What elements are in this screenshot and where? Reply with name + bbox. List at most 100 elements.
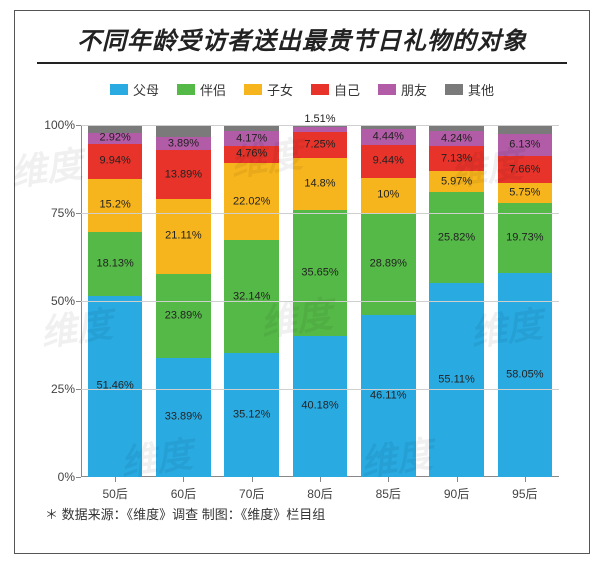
segment-friends: 4.44% (361, 129, 416, 145)
segment-label: 9.94% (88, 156, 143, 167)
legend-label-children: 子女 (267, 80, 293, 99)
segment-label: 14.8% (293, 179, 348, 190)
segment-label: 7.25% (293, 140, 348, 151)
gridline (81, 213, 559, 214)
segment-self: 7.66% (498, 156, 553, 183)
segment-children: 21.11% (156, 199, 211, 273)
y-tickmark (76, 301, 81, 302)
title-underline (37, 62, 567, 64)
x-tick-label: 95后 (491, 477, 559, 502)
y-tick-label: 50% (35, 294, 75, 308)
segment-label: 19.73% (498, 232, 553, 243)
legend-label-self: 自己 (334, 80, 360, 99)
y-tickmark (76, 477, 81, 478)
y-tick-label: 25% (35, 382, 75, 396)
segment-label: 5.75% (498, 188, 553, 199)
segment-parents: 58.05% (498, 273, 553, 477)
y-tick-label: 75% (35, 206, 75, 220)
chart-title: 不同年龄受访者送出最贵节日礼物的对象 (15, 21, 589, 56)
segment-label: 10% (361, 190, 416, 201)
segment-parents: 51.46% (88, 296, 143, 477)
segment-children: 22.02% (224, 163, 279, 241)
segment-other (156, 125, 211, 137)
legend-item-self: 自己 (311, 80, 360, 99)
segment-partner: 23.89% (156, 274, 211, 358)
gridline (81, 389, 559, 390)
segment-label: 6.13% (498, 140, 553, 151)
segment-label: 25.82% (429, 232, 484, 243)
segment-label: 9.44% (361, 156, 416, 167)
legend-item-other: 其他 (445, 80, 494, 99)
y-tickmark (76, 213, 81, 214)
legend-swatch-children (244, 84, 262, 95)
segment-parents: 33.89% (156, 358, 211, 477)
y-tick-label: 0% (35, 470, 75, 484)
segment-friends: 6.13% (498, 134, 553, 156)
segment-label: 13.89% (156, 169, 211, 180)
x-tick-label: 85后 (354, 477, 422, 502)
chart-frame: 不同年龄受访者送出最贵节日礼物的对象 父母 伴侣 子女 自己 朋友 其他 51.46% 18… (14, 10, 590, 554)
legend-swatch-friends (378, 84, 396, 95)
segment-label: 35.65% (293, 267, 348, 278)
segment-label: 51.46% (88, 381, 143, 392)
segment-partner: 25.82% (429, 192, 484, 283)
segment-parents: 35.12% (224, 353, 279, 477)
segment-parents: 46.11% (361, 315, 416, 477)
legend-label-parents: 父母 (133, 80, 159, 99)
segment-other (88, 125, 143, 133)
y-tickmark (76, 389, 81, 390)
segment-label: 7.66% (498, 164, 553, 175)
legend-swatch-self (311, 84, 329, 95)
legend-label-partner: 伴侣 (200, 80, 226, 99)
segment-label: 55.11% (429, 375, 484, 386)
legend: 父母 伴侣 子女 自己 朋友 其他 (15, 70, 589, 103)
segment-parents: 40.18% (293, 336, 348, 477)
segment-children: 5.75% (498, 183, 553, 203)
segment-self: 13.89% (156, 150, 211, 199)
segment-label: 46.11% (361, 390, 416, 401)
segment-partner: 18.13% (88, 232, 143, 296)
segment-children: 15.2% (88, 179, 143, 233)
legend-label-friends: 朋友 (401, 80, 427, 99)
segment-label: 23.89% (156, 310, 211, 321)
x-tick-label: 80后 (286, 477, 354, 502)
y-tick-label: 100% (35, 118, 75, 132)
x-tick-label: 70后 (218, 477, 286, 502)
segment-label: 40.18% (293, 401, 348, 412)
gridline (81, 301, 559, 302)
segment-children: 14.8% (293, 158, 348, 210)
segment-parents: 55.11% (429, 283, 484, 477)
x-tick-label: 50后 (81, 477, 149, 502)
segment-friends: 1.51% (293, 127, 348, 132)
segment-partner: 28.89% (361, 213, 416, 315)
segment-friends: 2.92% (88, 133, 143, 143)
footnote: ＊ 数据来源：《维度》调查 制图：《维度》栏目组 (45, 504, 325, 523)
segment-self: 9.44% (361, 145, 416, 178)
legend-item-friends: 朋友 (378, 80, 427, 99)
segment-label: 7.13% (429, 153, 484, 164)
segment-label: 3.89% (156, 138, 211, 149)
legend-swatch-parents (110, 84, 128, 95)
segment-label: 18.13% (88, 258, 143, 269)
segment-self: 4.76% (224, 146, 279, 163)
segment-label: 4.44% (361, 131, 416, 142)
segment-self: 9.94% (88, 144, 143, 179)
segment-label: 58.05% (498, 369, 553, 380)
segment-children: 5.97% (429, 171, 484, 192)
legend-swatch-other (445, 84, 463, 95)
segment-children: 10% (361, 178, 416, 213)
y-tickmark (76, 125, 81, 126)
legend-swatch-partner (177, 84, 195, 95)
segment-other (498, 125, 553, 134)
segment-label: 4.76% (224, 149, 279, 160)
segment-label: 21.11% (156, 231, 211, 242)
x-tick-label: 60后 (149, 477, 217, 502)
legend-label-other: 其他 (468, 80, 494, 99)
segment-label: 28.89% (361, 258, 416, 269)
segment-partner: 35.65% (293, 210, 348, 335)
segment-partner: 32.14% (224, 240, 279, 353)
plot-area: 51.46%18.13%15.2%9.94%2.92%50后33.89%23.8… (81, 125, 559, 477)
segment-label: 2.92% (88, 133, 143, 144)
segment-label: 22.02% (224, 196, 279, 207)
segment-label: 1.51% (293, 114, 348, 125)
